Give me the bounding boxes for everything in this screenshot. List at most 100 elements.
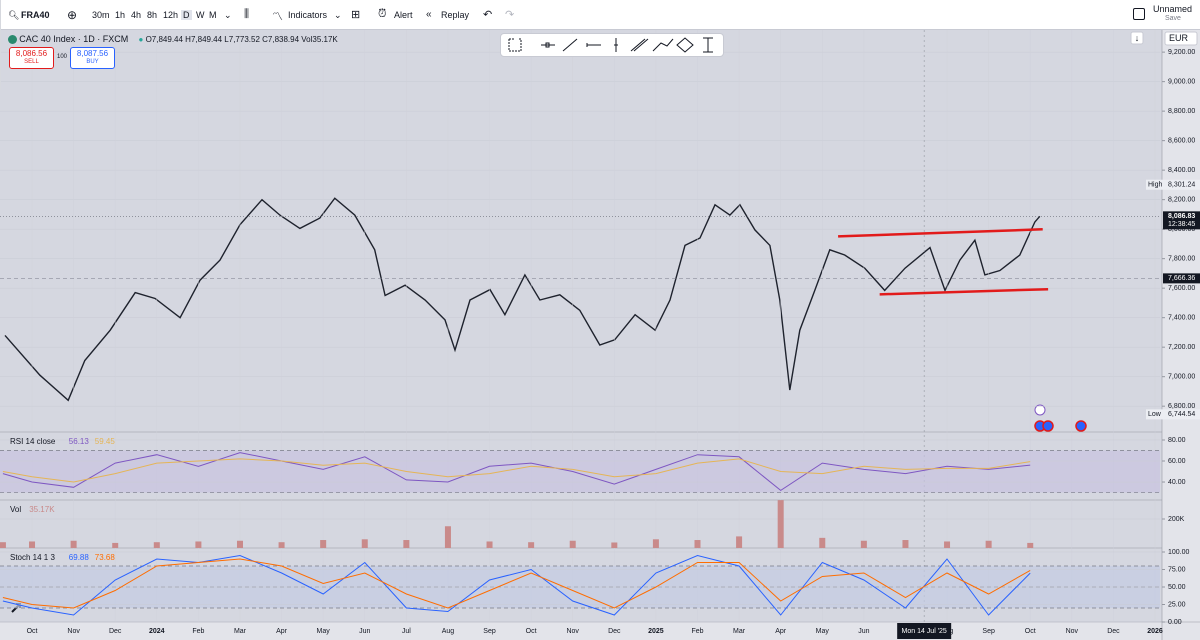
indicator-title: Vol	[10, 505, 21, 514]
crosshair-label: Mon 14 Jul '25	[902, 628, 947, 635]
y-tick-label: 9,000.00	[1168, 78, 1195, 85]
separator	[0, 36, 1, 54]
select-tool[interactable]	[508, 38, 522, 52]
high-value: 8,301.24	[1168, 182, 1195, 189]
replay-icon[interactable]: «	[426, 9, 432, 20]
series-line	[2, 554, 1031, 616]
indicator-title: RSI 14 close	[10, 437, 56, 446]
y-tick-label: 7,200.00	[1168, 344, 1195, 351]
volume-bar	[528, 542, 535, 548]
y-tick-label: 7,000.00	[1168, 374, 1195, 381]
horizontal-tool[interactable]	[586, 43, 601, 47]
crosshair-box	[897, 623, 952, 639]
y-tick-label: 80.00	[1168, 437, 1186, 444]
chart-type-button[interactable]: ⫼	[244, 8, 250, 20]
separator	[0, 18, 1, 36]
drawing-tools	[508, 37, 713, 53]
alert-button[interactable]: Alert	[394, 10, 413, 20]
buy-button[interactable]: 8,087.56 BUY	[70, 47, 115, 69]
x-tick-label: Oct	[1025, 628, 1036, 635]
series-line	[2, 452, 1031, 492]
layout-icon[interactable]	[1133, 8, 1145, 20]
x-tick-label: 2025	[648, 628, 664, 635]
interval[interactable]: W	[196, 10, 205, 20]
trend-line	[838, 228, 1043, 238]
sell-button[interactable]: 8,086.56 SELL	[9, 47, 54, 69]
layout-name[interactable]: Unnamed	[1153, 4, 1193, 14]
compare-button[interactable]: ⊕	[67, 8, 78, 22]
x-tick-label: Nov	[566, 628, 579, 635]
separator	[0, 0, 1, 18]
indicator-value: 69.88	[69, 553, 90, 562]
x-tick-label: Apr	[276, 628, 288, 635]
x-tick-label: Nov	[1066, 628, 1079, 635]
x-tick-label: Jul	[402, 628, 411, 635]
volume-bar	[902, 540, 909, 548]
interval[interactable]: 30m	[92, 10, 110, 20]
event-icon[interactable]	[1075, 420, 1087, 432]
x-tick-label: Dec	[109, 628, 122, 635]
x-tick-label: Feb	[691, 628, 703, 635]
volume-bar	[1027, 542, 1034, 548]
save-button[interactable]: Save	[1165, 15, 1181, 22]
volume-bar	[403, 540, 410, 548]
x-tick-label: Jun	[858, 628, 869, 635]
symbol[interactable]: FRA40	[21, 10, 50, 20]
indicators-icon[interactable]: 〽	[272, 11, 283, 23]
dropdown[interactable]: ⌄	[334, 10, 342, 20]
volume-bar	[29, 541, 36, 548]
symbol-logo	[8, 35, 17, 45]
interval[interactable]: 4h	[131, 10, 142, 20]
y-tick-label: 60.00	[1168, 458, 1186, 465]
indicator-value: 59.45	[95, 437, 116, 446]
x-tick-label: Mar	[733, 628, 746, 635]
interval[interactable]: 8h	[147, 10, 158, 20]
y-tick-label: 8,200.00	[1168, 196, 1195, 203]
interval-active[interactable]: D	[181, 10, 192, 20]
symbol-legend: CAC 40 Index · 1D · FXCM ● O7,849.44 H7,…	[8, 34, 338, 45]
dropdown[interactable]: ⌄	[224, 10, 232, 20]
alert-icon[interactable]: ⏰︎	[378, 8, 387, 20]
level-box	[1163, 273, 1200, 284]
scroll-button[interactable]	[1130, 31, 1144, 45]
buy-price: 8,087.56	[76, 49, 109, 58]
y-tick-label: 8,800.00	[1168, 108, 1195, 115]
interval[interactable]: 12h	[163, 10, 179, 20]
volume-bar	[236, 540, 243, 548]
trend-line	[879, 287, 1049, 296]
shape-tool[interactable]	[676, 37, 694, 53]
volume-bar	[944, 541, 951, 548]
path-tool[interactable]	[652, 38, 674, 52]
y-tick-label: 25.00	[1168, 601, 1186, 608]
x-tick-label: May	[317, 628, 331, 635]
interval[interactable]: M	[209, 10, 217, 20]
ray-tool[interactable]	[541, 42, 555, 48]
redo-button[interactable]: ↷	[505, 9, 515, 21]
replay-button[interactable]: Replay	[441, 10, 470, 20]
event-icon[interactable]	[1042, 420, 1054, 432]
y-tick-label: 9,200.00	[1168, 49, 1195, 56]
measure-tool[interactable]	[703, 37, 713, 53]
currency: EUR	[1169, 33, 1189, 43]
vertical-tool[interactable]	[614, 38, 618, 52]
separator	[0, 54, 1, 72]
event-icon[interactable]	[1034, 404, 1046, 416]
interval[interactable]: 1h	[115, 10, 126, 20]
last-price: 8,086.83	[1168, 213, 1195, 220]
volume-bar	[361, 539, 368, 548]
x-tick-label: 2024	[149, 628, 165, 635]
volume-bar	[320, 540, 327, 548]
indicators-button[interactable]: Indicators	[288, 10, 328, 20]
y-tick-label: 8,600.00	[1168, 137, 1195, 144]
undo-button[interactable]: ↶	[483, 9, 493, 21]
currency-box[interactable]	[1164, 31, 1198, 46]
sell-label: SELL	[24, 59, 39, 65]
parallel-tool[interactable]	[630, 38, 649, 52]
trend-tool[interactable]	[562, 38, 578, 52]
low-label: Low	[1148, 411, 1162, 418]
search-icon[interactable]: 🔍︎	[8, 10, 20, 20]
layouts-button[interactable]: ⊞	[351, 9, 361, 21]
volume-bar	[70, 540, 77, 548]
indicator-title: Stoch 14 1 3	[10, 553, 55, 562]
